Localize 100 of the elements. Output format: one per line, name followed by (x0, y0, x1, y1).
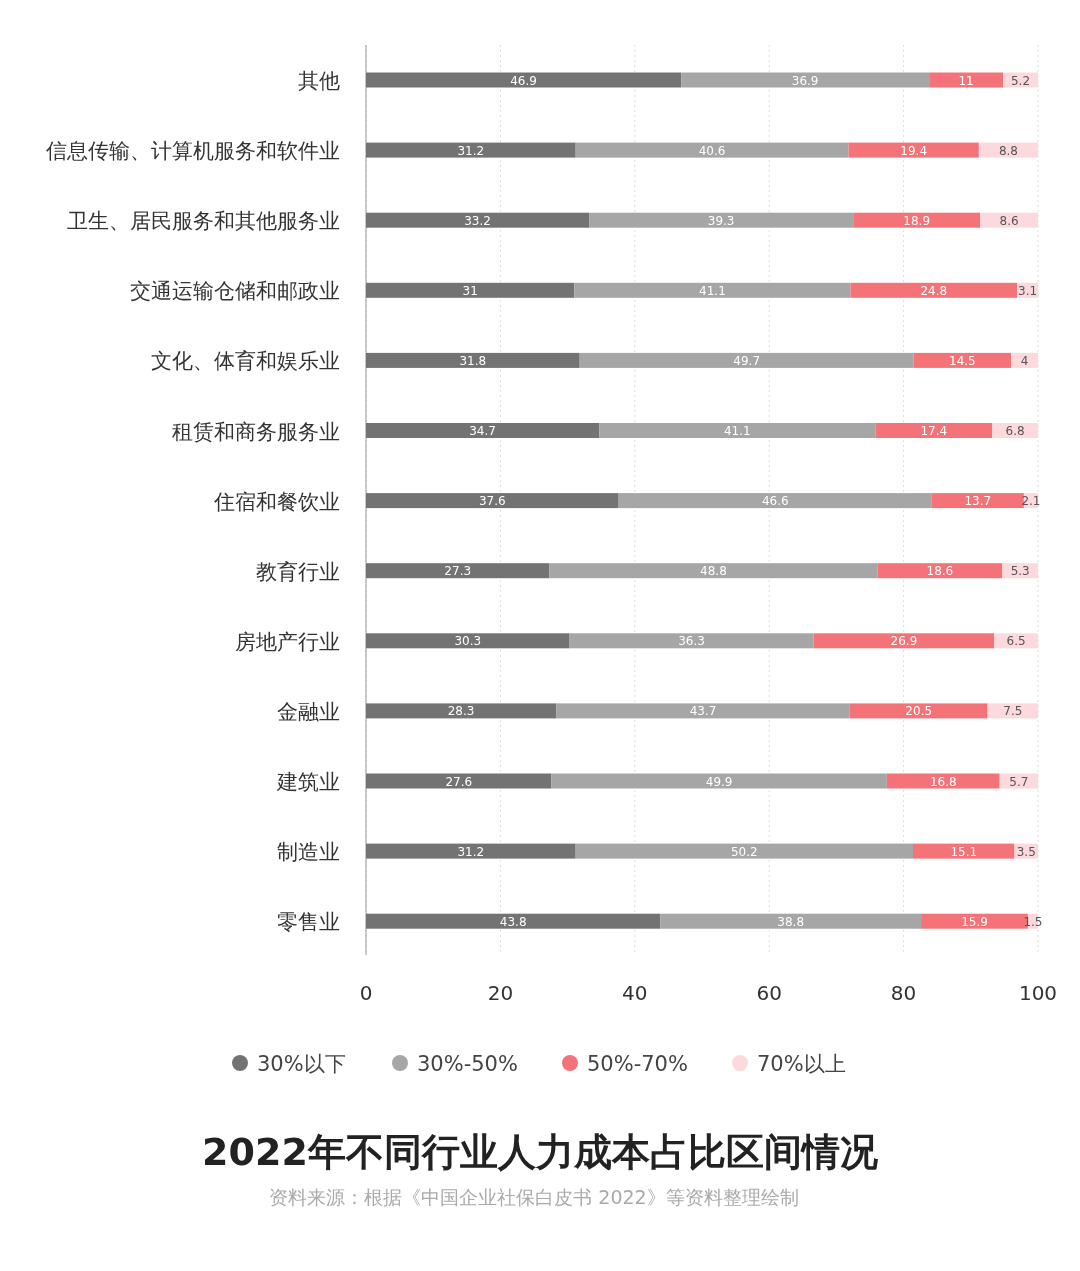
bar (366, 142, 576, 158)
data-label: 43.8 (499, 914, 527, 929)
bar (366, 843, 576, 859)
bar (366, 563, 550, 579)
bar (549, 563, 878, 579)
legend-label: 70%以上 (757, 1052, 846, 1076)
data-label: 20.5 (905, 704, 933, 719)
y-tick-label: 交通运输仓储和邮政业 (130, 279, 340, 304)
bar (579, 352, 914, 368)
data-label: 5.7 (1009, 774, 1029, 789)
data-label: 40.6 (698, 143, 726, 158)
bar (366, 282, 575, 298)
data-label: 16.8 (929, 774, 957, 789)
text: 2022年不同行业人力成本占比区间情况 (202, 1130, 878, 1174)
data-label: 5.2 (1010, 73, 1031, 88)
bar (813, 633, 995, 649)
bar (877, 563, 1003, 579)
data-label: 36.9 (791, 73, 819, 88)
bar (366, 423, 600, 438)
data-label: 15.9 (961, 914, 988, 929)
bar (574, 282, 851, 298)
data-label: 46.9 (510, 73, 537, 88)
y-tick-label: 房地产行业 (235, 629, 340, 654)
bar (886, 773, 1000, 789)
data-label: 28.3 (447, 704, 475, 719)
bar (575, 843, 914, 859)
bar (931, 493, 1024, 509)
data-label: 39.3 (707, 213, 735, 228)
bar (849, 703, 988, 719)
bar (556, 703, 850, 719)
data-label: 4 (1020, 353, 1029, 368)
data-label: 11 (958, 73, 974, 88)
y-tick-label: 住宿和餐饮业 (213, 489, 340, 514)
bar (987, 703, 1038, 719)
x-tick-label: 0 (359, 981, 373, 1005)
data-label: 34.7 (469, 424, 496, 438)
bar (366, 913, 661, 929)
data-label: 48.8 (700, 564, 727, 579)
data-label: 27.3 (444, 564, 472, 579)
data-label: 19.4 (900, 143, 928, 158)
bar (366, 633, 570, 649)
y-tick-label: 制造业 (277, 840, 340, 865)
bar (366, 493, 619, 509)
bar (366, 72, 682, 88)
y-tick-label: 信息传输、计算机服务和软件业 (46, 139, 340, 164)
data-label: 13.7 (964, 494, 992, 509)
bar (589, 212, 854, 228)
y-tick-label: 文化、体育和娱乐业 (151, 349, 340, 374)
bar (366, 212, 590, 228)
data-label: 26.9 (890, 634, 918, 649)
data-label: 33.2 (464, 213, 491, 228)
data-label: 38.8 (777, 914, 805, 929)
data-label: 6.5 (1006, 634, 1026, 649)
data-label: 37.6 (478, 494, 506, 509)
bar (569, 633, 814, 649)
bar (848, 142, 979, 158)
bar (853, 212, 981, 228)
data-label: 8.8 (998, 143, 1018, 158)
legend-label: 30%-50% (417, 1052, 518, 1076)
bar (366, 352, 580, 368)
data-label: 18.6 (926, 564, 954, 579)
legend-label: 30%以下 (257, 1052, 346, 1076)
data-label: 6.8 (1005, 424, 1025, 438)
x-tick-label: 20 (487, 981, 514, 1005)
data-label: 41.1 (723, 424, 751, 438)
data-label: 49.7 (733, 353, 761, 368)
bar (618, 493, 932, 509)
data-label: 31 (462, 283, 478, 298)
data-label: 31.2 (457, 143, 485, 158)
data-label: 24.8 (920, 283, 948, 298)
data-label: 36.3 (678, 634, 705, 649)
y-tick-label: 零售业 (277, 910, 340, 935)
data-label: 50.2 (730, 844, 758, 859)
bar (875, 423, 993, 438)
data-label: 7.5 (1003, 704, 1023, 719)
bar (551, 773, 887, 789)
x-tick-label: 40 (622, 981, 648, 1005)
data-label: 27.6 (445, 774, 473, 789)
bar (913, 843, 1015, 859)
data-label: 8.6 (999, 213, 1019, 228)
data-label: 18.9 (903, 213, 931, 228)
data-label: 30.3 (454, 634, 482, 649)
bar (575, 142, 849, 158)
data-label: 46.6 (761, 494, 789, 509)
bar (929, 72, 1004, 88)
bar (366, 773, 552, 789)
bar (1011, 352, 1038, 368)
text: 资料来源：根据《中国企业社保白皮书 2022》等资料整理绘制 (269, 1186, 799, 1208)
data-label: 17.4 (920, 424, 948, 438)
bar (913, 352, 1012, 368)
y-tick-label: 其他 (298, 69, 340, 93)
y-tick-label: 建筑业 (276, 770, 340, 794)
x-tick-label: 60 (756, 981, 782, 1005)
data-label: 49.9 (705, 774, 733, 789)
y-tick-label: 卫生、居民服务和其他服务业 (67, 209, 340, 234)
y-tick-label: 教育行业 (256, 559, 340, 584)
y-tick-label: 金融业 (277, 699, 340, 724)
bar (660, 913, 922, 929)
x-tick-label: 100 (1018, 981, 1058, 1005)
data-label: 41.1 (699, 283, 726, 298)
